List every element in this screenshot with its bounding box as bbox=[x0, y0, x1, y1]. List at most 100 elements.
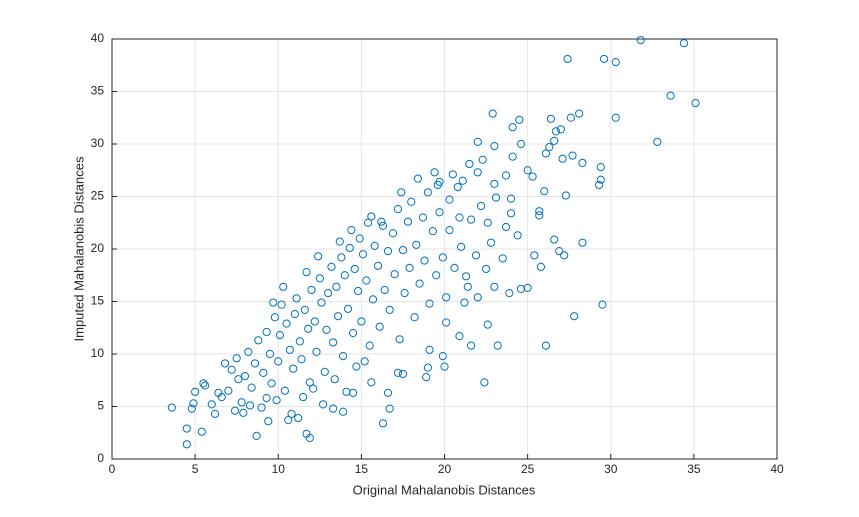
point bbox=[575, 109, 584, 118]
point bbox=[541, 341, 551, 350]
point bbox=[478, 155, 487, 164]
point bbox=[403, 217, 413, 226]
point bbox=[438, 253, 447, 262]
point bbox=[442, 318, 451, 327]
point bbox=[337, 253, 346, 262]
point bbox=[433, 180, 442, 190]
point bbox=[334, 312, 343, 321]
point bbox=[541, 149, 551, 158]
point bbox=[368, 295, 378, 304]
point bbox=[310, 317, 319, 326]
x-axis-label: Original Mahalanobis Distances bbox=[353, 482, 536, 497]
point bbox=[483, 320, 492, 329]
point bbox=[467, 341, 476, 350]
point bbox=[465, 159, 474, 169]
point bbox=[224, 386, 233, 395]
point bbox=[279, 282, 288, 291]
point bbox=[314, 252, 323, 261]
point bbox=[556, 125, 565, 134]
point bbox=[340, 271, 349, 280]
point bbox=[550, 136, 559, 145]
point bbox=[239, 408, 248, 417]
point bbox=[666, 91, 675, 100]
point bbox=[302, 268, 311, 277]
point bbox=[373, 261, 383, 270]
point bbox=[182, 424, 191, 433]
point bbox=[536, 262, 546, 271]
y-tick-label: 25 bbox=[91, 189, 105, 203]
point bbox=[217, 392, 226, 402]
point bbox=[516, 139, 526, 149]
point bbox=[566, 113, 575, 122]
point bbox=[473, 168, 482, 177]
point bbox=[476, 201, 486, 211]
point bbox=[317, 298, 326, 307]
point bbox=[410, 313, 419, 322]
point bbox=[262, 327, 271, 337]
point bbox=[319, 400, 328, 409]
y-tick-label: 15 bbox=[91, 294, 105, 308]
point bbox=[508, 123, 517, 132]
point bbox=[463, 282, 472, 291]
point bbox=[289, 364, 298, 373]
point bbox=[398, 369, 408, 379]
point bbox=[275, 331, 285, 340]
point bbox=[320, 367, 329, 376]
point bbox=[596, 175, 605, 184]
point bbox=[508, 152, 517, 161]
point bbox=[458, 176, 467, 185]
point bbox=[237, 398, 246, 407]
x-tick-label: 40 bbox=[770, 462, 784, 476]
point bbox=[505, 289, 514, 298]
point bbox=[398, 245, 408, 255]
point bbox=[274, 357, 283, 366]
point bbox=[546, 114, 556, 123]
x-tick-label: 25 bbox=[521, 462, 535, 476]
point bbox=[367, 212, 376, 221]
x-tick-label: 35 bbox=[687, 462, 701, 476]
point bbox=[488, 109, 497, 118]
point bbox=[312, 347, 321, 356]
point bbox=[244, 347, 253, 356]
point bbox=[498, 254, 507, 263]
point bbox=[473, 293, 482, 302]
point bbox=[365, 341, 374, 350]
point bbox=[284, 416, 293, 425]
point bbox=[210, 409, 220, 418]
point bbox=[191, 387, 200, 396]
point bbox=[327, 262, 336, 271]
point bbox=[292, 294, 301, 303]
point bbox=[363, 218, 373, 227]
point bbox=[250, 359, 260, 368]
x-tick-label: 5 bbox=[192, 462, 199, 476]
point bbox=[375, 322, 384, 331]
point bbox=[353, 286, 363, 296]
point bbox=[262, 394, 271, 403]
point bbox=[415, 279, 424, 288]
point bbox=[338, 407, 348, 416]
point bbox=[277, 300, 286, 309]
point bbox=[420, 256, 429, 265]
point bbox=[481, 264, 491, 274]
x-tick-label: 0 bbox=[109, 462, 116, 476]
point bbox=[578, 158, 587, 167]
y-tick-label: 0 bbox=[97, 451, 104, 465]
point bbox=[506, 209, 516, 218]
point bbox=[523, 166, 532, 175]
point bbox=[568, 151, 577, 160]
point bbox=[383, 247, 393, 256]
point bbox=[473, 137, 482, 146]
point bbox=[348, 328, 358, 338]
point bbox=[343, 304, 353, 313]
point bbox=[304, 324, 313, 333]
point bbox=[432, 271, 441, 280]
point bbox=[555, 247, 564, 256]
point bbox=[385, 305, 394, 314]
point bbox=[480, 378, 489, 387]
point bbox=[307, 285, 316, 295]
point bbox=[491, 193, 501, 202]
point bbox=[611, 113, 620, 122]
